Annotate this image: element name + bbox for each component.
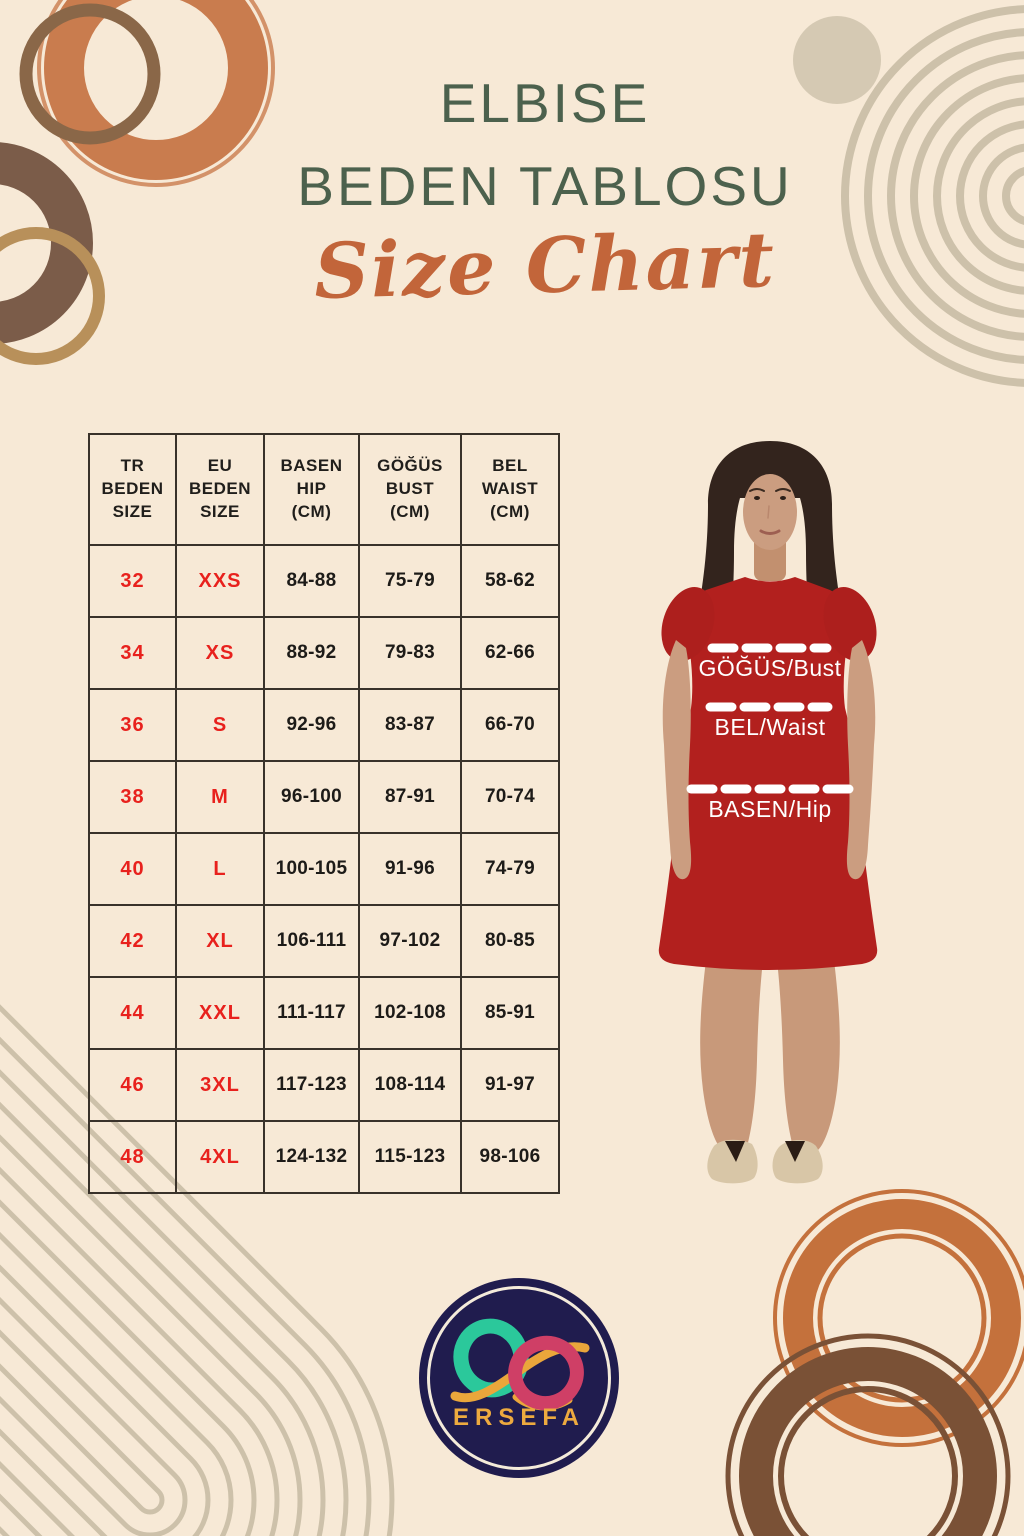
infinity-swirl-icon (450, 1318, 590, 1411)
table-row: 38 M 96-100 87-91 70-74 (88, 760, 560, 834)
tr-size: 42 (88, 904, 177, 978)
bust-range: 83-87 (358, 688, 462, 762)
hip-range: 111-117 (263, 976, 360, 1050)
waist-range: 80-85 (460, 904, 560, 978)
right-leg (777, 960, 840, 1150)
table-row: 44 XXL 111-117 102-108 85-91 (88, 976, 560, 1050)
table-row: 46 3XL 117-123 108-114 91-97 (88, 1048, 560, 1122)
table-row: 48 4XL 124-132 115-123 98-106 (88, 1120, 560, 1194)
face (743, 474, 797, 550)
header-bust: GÖĞÜS BUST (CM) (358, 433, 462, 546)
table-header-row: TR BEDEN SIZE EU BEDEN SIZE BASEN HIP (C… (88, 433, 560, 546)
brush-circle-top-left-group (0, 0, 275, 365)
eu-size: L (175, 832, 265, 906)
tr-size: 32 (88, 544, 177, 618)
hip-label: BASEN/Hip (708, 796, 832, 822)
eu-size: XXL (175, 976, 265, 1050)
waist-label: BEL/Waist (714, 714, 826, 740)
header-hip: BASEN HIP (CM) (263, 433, 360, 546)
bust-range: 102-108 (358, 976, 462, 1050)
tr-size: 34 (88, 616, 177, 690)
tr-size: 36 (88, 688, 177, 762)
hip-range: 84-88 (263, 544, 360, 618)
eu-size: 4XL (175, 1120, 265, 1194)
table-row: 34 XS 88-92 79-83 62-66 (88, 616, 560, 690)
eu-size: S (175, 688, 265, 762)
hip-range: 124-132 (263, 1120, 360, 1194)
eu-size: XL (175, 904, 265, 978)
model-illustration (658, 441, 878, 1184)
right-shoe (772, 1140, 823, 1184)
bust-range: 115-123 (358, 1120, 462, 1194)
right-arm (846, 640, 876, 880)
size-table: TR BEDEN SIZE EU BEDEN SIZE BASEN HIP (C… (88, 433, 560, 1194)
model-photo (600, 420, 960, 1200)
hair (695, 441, 845, 668)
waist-range: 74-79 (460, 832, 560, 906)
bust-range: 91-96 (358, 832, 462, 906)
header-waist: BEL WAIST (CM) (460, 433, 560, 546)
waist-range: 91-97 (460, 1048, 560, 1122)
hip-range: 117-123 (263, 1048, 360, 1122)
bust-range: 108-114 (358, 1048, 462, 1122)
eu-size: XXS (175, 544, 265, 618)
waist-range: 62-66 (460, 616, 560, 690)
page-subtitle-script: Size Chart (312, 214, 778, 317)
waist-range: 66-70 (460, 688, 560, 762)
bust-range: 97-102 (358, 904, 462, 978)
face-features (749, 488, 791, 535)
brand-logo: ERSEFA (419, 1278, 619, 1478)
header-tr-size: TR BEDEN SIZE (88, 433, 177, 546)
tr-size: 46 (88, 1048, 177, 1122)
left-sleeve (661, 587, 715, 661)
waist-range: 98-106 (460, 1120, 560, 1194)
waist-range: 70-74 (460, 760, 560, 834)
measurement-lines (686, 643, 854, 794)
bust-range: 87-91 (358, 760, 462, 834)
eu-size: 3XL (175, 1048, 265, 1122)
tr-size: 40 (88, 832, 177, 906)
bust-range: 75-79 (358, 544, 462, 618)
right-sleeve (823, 587, 877, 661)
concentric-arcs-top-right (793, 5, 1024, 387)
left-shoe-opening (725, 1141, 745, 1162)
left-shoe (707, 1139, 758, 1184)
page-title-line2: BEDEN TABLOSU (297, 155, 793, 217)
dress (658, 577, 878, 970)
brush-circle-bottom-right-group (725, 1189, 1024, 1536)
tr-size: 38 (88, 760, 177, 834)
brand-name: ERSEFA (452, 1404, 586, 1431)
header-eu-size: EU BEDEN SIZE (175, 433, 265, 546)
right-shoe-opening (785, 1141, 805, 1162)
table-row: 32 XXS 84-88 75-79 58-62 (88, 544, 560, 618)
tr-size: 48 (88, 1120, 177, 1194)
left-arm (662, 640, 692, 880)
logo-inner-ring (427, 1286, 611, 1470)
hip-range: 106-111 (263, 904, 360, 978)
bust-range: 79-83 (358, 616, 462, 690)
hip-range: 88-92 (263, 616, 360, 690)
hip-range: 92-96 (263, 688, 360, 762)
table-row: 36 S 92-96 83-87 66-70 (88, 688, 560, 762)
left-leg (700, 960, 763, 1150)
waist-range: 58-62 (460, 544, 560, 618)
hip-range: 96-100 (263, 760, 360, 834)
table-row: 40 L 100-105 91-96 74-79 (88, 832, 560, 906)
tr-size: 44 (88, 976, 177, 1050)
title-block: ELBISE BEDEN TABLOSU Size Chart (285, 72, 805, 317)
waist-range: 85-91 (460, 976, 560, 1050)
bust-label: GÖĞÜS/Bust (698, 655, 842, 681)
page-title-line1: ELBISE (439, 72, 651, 134)
table-row: 42 XL 106-111 97-102 80-85 (88, 904, 560, 978)
eu-size: XS (175, 616, 265, 690)
eu-size: M (175, 760, 265, 834)
hip-range: 100-105 (263, 832, 360, 906)
